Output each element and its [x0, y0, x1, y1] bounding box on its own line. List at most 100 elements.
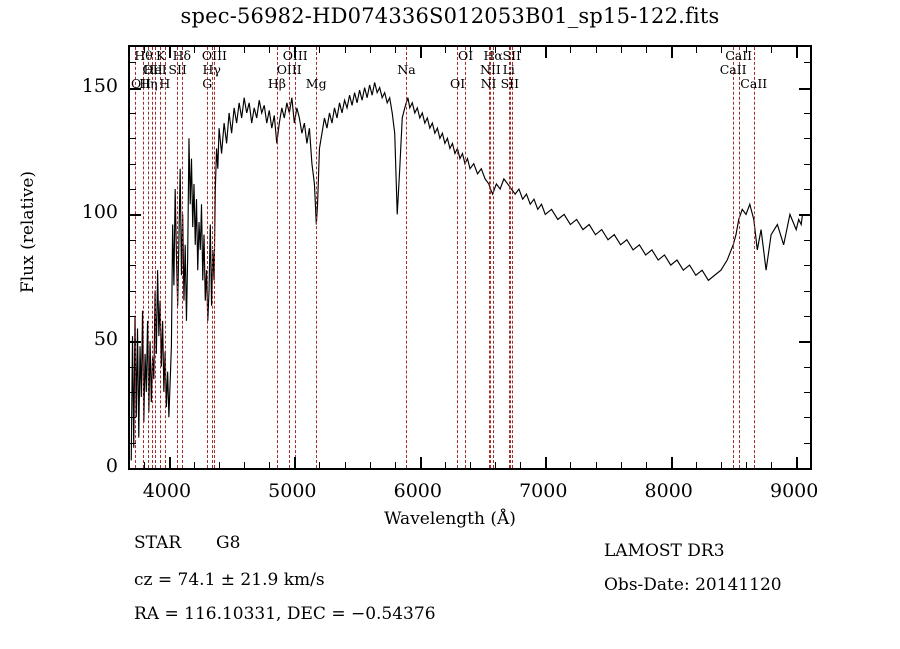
axis-tick	[130, 163, 136, 165]
spectrum-trace	[130, 82, 804, 461]
x-tick-label: 8000	[644, 480, 693, 502]
axis-tick	[244, 47, 246, 53]
spectral-line-marker	[488, 47, 490, 468]
spectral-line-marker	[289, 47, 291, 468]
axis-tick	[194, 47, 195, 53]
x-tick-label: 7000	[519, 480, 568, 502]
axis-tick	[804, 189, 810, 190]
spectral-line-label: OIII	[282, 48, 308, 63]
axis-tick	[319, 47, 321, 53]
axis-tick	[294, 47, 297, 58]
spectral-line-marker	[164, 47, 166, 468]
spectral-line-label: Hγ	[202, 62, 221, 77]
footer-survey: LAMOST DR3	[604, 541, 725, 561]
axis-tick	[419, 47, 422, 58]
axis-tick	[444, 47, 446, 53]
spectral-line-label: OI	[458, 48, 474, 63]
spectral-line-marker	[181, 47, 183, 468]
axis-tick	[269, 462, 271, 468]
axis-tick	[545, 457, 548, 468]
axis-tick	[344, 462, 346, 468]
axis-tick	[799, 468, 810, 470]
axis-tick	[130, 290, 136, 292]
spectral-line-label: CaII	[725, 48, 753, 63]
x-tick-label: 5000	[268, 480, 317, 502]
axis-tick	[394, 462, 396, 468]
y-tick-label: 50	[93, 328, 118, 351]
axis-tick	[495, 47, 497, 53]
axis-tick	[804, 62, 810, 64]
spectral-line-label: SII	[500, 76, 520, 91]
y-tick-label: 150	[81, 74, 118, 97]
axis-tick	[804, 163, 810, 165]
x-tick-label: 9000	[770, 480, 819, 502]
page-title: spec-56982-HD074336S012053B01_sp15-122.f…	[180, 4, 720, 28]
axis-tick	[804, 112, 810, 114]
y-axis-title: Flux (relative)	[18, 170, 38, 294]
axis-tick	[244, 462, 246, 468]
axis-tick	[620, 47, 622, 53]
axis-tick	[130, 265, 136, 267]
spectral-line-label: Li	[502, 62, 515, 77]
spectral-line-label: Na	[397, 62, 416, 77]
spectral-line-label: OIII	[276, 62, 302, 77]
axis-tick	[369, 462, 371, 468]
axis-tick	[595, 47, 597, 53]
axis-tick	[219, 47, 221, 53]
axis-tick	[130, 87, 141, 90]
axis-tick	[670, 47, 673, 58]
spectral-line-marker	[207, 47, 209, 468]
axis-tick	[520, 462, 522, 468]
axis-tick	[595, 462, 597, 468]
spectral-line-marker	[177, 47, 179, 468]
axis-tick	[168, 47, 171, 58]
spectral-line-marker	[490, 47, 492, 468]
axis-tick	[804, 265, 810, 267]
axis-tick	[130, 315, 136, 317]
spectral-line-label: OIII	[201, 48, 227, 63]
spectral-line-marker	[738, 47, 740, 468]
axis-tick	[746, 47, 747, 53]
spectral-line-marker	[508, 47, 510, 468]
axis-tick	[130, 138, 136, 140]
spectral-line-label: NI	[480, 76, 497, 91]
axis-tick	[130, 341, 141, 344]
axis-tick	[746, 462, 747, 468]
spectral-line-label: OI	[450, 76, 466, 91]
axis-tick	[804, 138, 810, 140]
spectral-line-label: OII	[131, 76, 152, 91]
axis-tick	[419, 457, 422, 468]
footer-obs-date: Obs-Date: 20141120	[604, 575, 782, 595]
axis-tick	[645, 47, 647, 53]
spectral-line-marker	[406, 47, 408, 468]
axis-tick	[804, 391, 810, 393]
spectral-line-marker	[295, 47, 297, 468]
axis-tick	[796, 457, 799, 468]
axis-tick	[695, 462, 697, 468]
x-tick-label: 4000	[142, 480, 192, 502]
axis-tick	[804, 239, 810, 241]
x-tick-label: 6000	[393, 480, 442, 502]
footer-coordinates: RA = 116.10331, DEC = −0.54376	[134, 604, 436, 624]
axis-tick	[799, 87, 810, 90]
axis-tick	[130, 62, 136, 64]
footer-object-type: STAR	[134, 533, 182, 553]
axis-tick	[804, 315, 810, 317]
plot-frame: OII Hη Hθ OII HeI H K SII Hδ G Hγ OIII Hβ OIII OIII Mg N…	[128, 45, 812, 470]
axis-tick	[444, 462, 446, 468]
spectral-line-marker	[214, 47, 216, 468]
footer-spectral-class: G8	[216, 533, 241, 553]
axis-tick	[796, 47, 799, 58]
axis-tick	[720, 47, 722, 53]
spectral-line-label: Hβ	[267, 76, 287, 91]
axis-tick	[369, 47, 371, 53]
x-axis-title: Wavelength (Å)	[384, 509, 516, 529]
spectral-line-label: K	[156, 48, 166, 63]
axis-tick	[804, 366, 810, 368]
spectral-line-label: Hη	[139, 76, 158, 91]
axis-tick	[570, 462, 572, 468]
axis-tick	[219, 462, 221, 468]
axis-tick	[520, 47, 522, 53]
spectral-line-label: OII	[142, 62, 163, 77]
spectral-line-marker	[276, 47, 278, 468]
